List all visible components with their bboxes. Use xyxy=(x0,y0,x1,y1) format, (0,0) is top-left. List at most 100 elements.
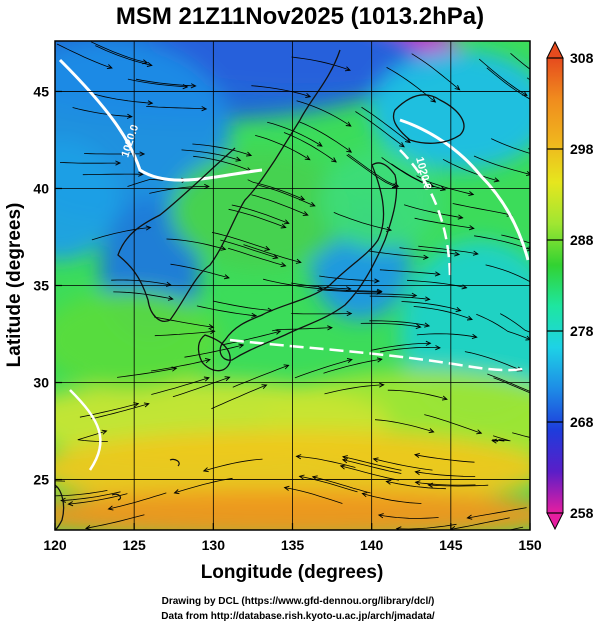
streamline-arrowhead xyxy=(466,315,473,321)
field-blob xyxy=(320,150,440,250)
streamline-arrowhead xyxy=(530,438,535,442)
streamline xyxy=(450,517,510,530)
streamline xyxy=(500,313,530,333)
streamline xyxy=(493,377,530,394)
streamline xyxy=(251,194,308,216)
streamline-arrowhead xyxy=(60,497,66,503)
streamline xyxy=(95,45,152,66)
streamline-arrowhead xyxy=(424,322,431,328)
streamline-arrowhead xyxy=(202,467,209,473)
streamline-arrowhead xyxy=(413,452,420,458)
streamline xyxy=(512,432,530,441)
streamline xyxy=(79,403,139,418)
streamline xyxy=(154,330,215,337)
streamline xyxy=(507,526,524,530)
streamline-arrowhead xyxy=(346,358,353,364)
streamline xyxy=(424,414,482,434)
credit-data-source: Data from http://database.rish.kyoto-u.a… xyxy=(161,611,435,622)
streamline xyxy=(211,384,267,410)
streamline xyxy=(411,53,460,91)
streamline xyxy=(473,155,530,175)
streamline xyxy=(413,306,473,320)
y-tick-label: 30 xyxy=(33,375,49,391)
x-tick-label: 125 xyxy=(122,537,146,553)
streamline-arrowhead xyxy=(283,485,290,491)
streamline xyxy=(379,269,440,275)
x-tick-label: 140 xyxy=(360,537,384,553)
colorbar-tick-label: 288 xyxy=(570,232,594,248)
streamline-arrowhead xyxy=(295,454,302,460)
streamline-arrowhead xyxy=(251,312,258,318)
streamline xyxy=(267,121,323,147)
streamline-arrowhead xyxy=(327,325,333,331)
streamline-arrowhead xyxy=(454,85,461,91)
streamline-arrowhead xyxy=(454,251,461,257)
streamline xyxy=(414,217,474,229)
streamline-arrowhead xyxy=(574,273,579,278)
contour-line-1020-west xyxy=(58,58,263,182)
streamline xyxy=(442,158,499,182)
streamline xyxy=(374,419,434,433)
streamline xyxy=(464,351,522,372)
streamline xyxy=(231,204,289,224)
streamline-arrowhead xyxy=(5,474,10,478)
streamline xyxy=(283,132,337,163)
streamline-arrowhead xyxy=(531,98,536,102)
graticule xyxy=(55,41,530,530)
streamline xyxy=(258,184,315,207)
streamline xyxy=(467,507,527,519)
streamline-arrowhead xyxy=(204,183,210,190)
coastline-islands xyxy=(111,458,180,501)
streamline-arrowhead xyxy=(377,513,384,519)
streamline xyxy=(284,487,343,504)
streamline xyxy=(90,403,149,420)
streamline xyxy=(59,162,121,164)
streamline xyxy=(181,149,241,161)
streamline xyxy=(362,493,422,504)
coastlines xyxy=(55,49,465,530)
colorbar-tick-label: 278 xyxy=(570,323,594,339)
streamline-arrowhead xyxy=(167,295,174,301)
streamline-arrowhead xyxy=(466,514,473,520)
streamline xyxy=(55,490,108,497)
streamline xyxy=(386,67,436,103)
streamline-arrowhead xyxy=(468,225,475,231)
streamline-arrowhead xyxy=(344,66,351,72)
colorbar-ticks: 258 268 278 288 298 308 xyxy=(547,50,594,521)
streamline-arrowhead xyxy=(283,364,290,370)
streamline xyxy=(416,333,477,338)
coastline-kyushu xyxy=(197,334,231,372)
x-tick-label: 145 xyxy=(439,537,463,553)
streamline-arrowhead xyxy=(190,83,197,89)
streamline-arrowhead xyxy=(272,254,279,260)
streamline xyxy=(360,322,421,328)
streamline xyxy=(340,465,399,481)
streamline xyxy=(196,305,257,317)
field-blob xyxy=(55,490,530,530)
streamline xyxy=(85,514,145,529)
streamline-arrowhead xyxy=(476,429,483,435)
streamline-arrowhead xyxy=(220,245,227,251)
streamline xyxy=(82,173,143,176)
streamline-arrowhead xyxy=(341,458,348,464)
streamline-arrowhead xyxy=(493,177,500,183)
field-blob xyxy=(370,50,530,170)
streamline xyxy=(415,471,476,477)
streamline xyxy=(56,43,113,69)
streamline xyxy=(476,313,530,340)
colorbar-max-arrow xyxy=(546,40,564,59)
x-axis-ticks: 120 125 130 135 140 145 150 xyxy=(43,523,542,553)
streamline xyxy=(211,232,270,251)
streamline xyxy=(220,239,278,259)
streamline xyxy=(296,455,356,468)
streamline xyxy=(151,359,210,372)
streamline-arrowhead xyxy=(536,284,541,288)
streamlines xyxy=(5,41,579,530)
streamline-arrowhead xyxy=(468,191,475,197)
streamline-arrowhead xyxy=(295,258,302,264)
streamline-arrowhead xyxy=(415,323,422,330)
streamline xyxy=(113,291,173,300)
